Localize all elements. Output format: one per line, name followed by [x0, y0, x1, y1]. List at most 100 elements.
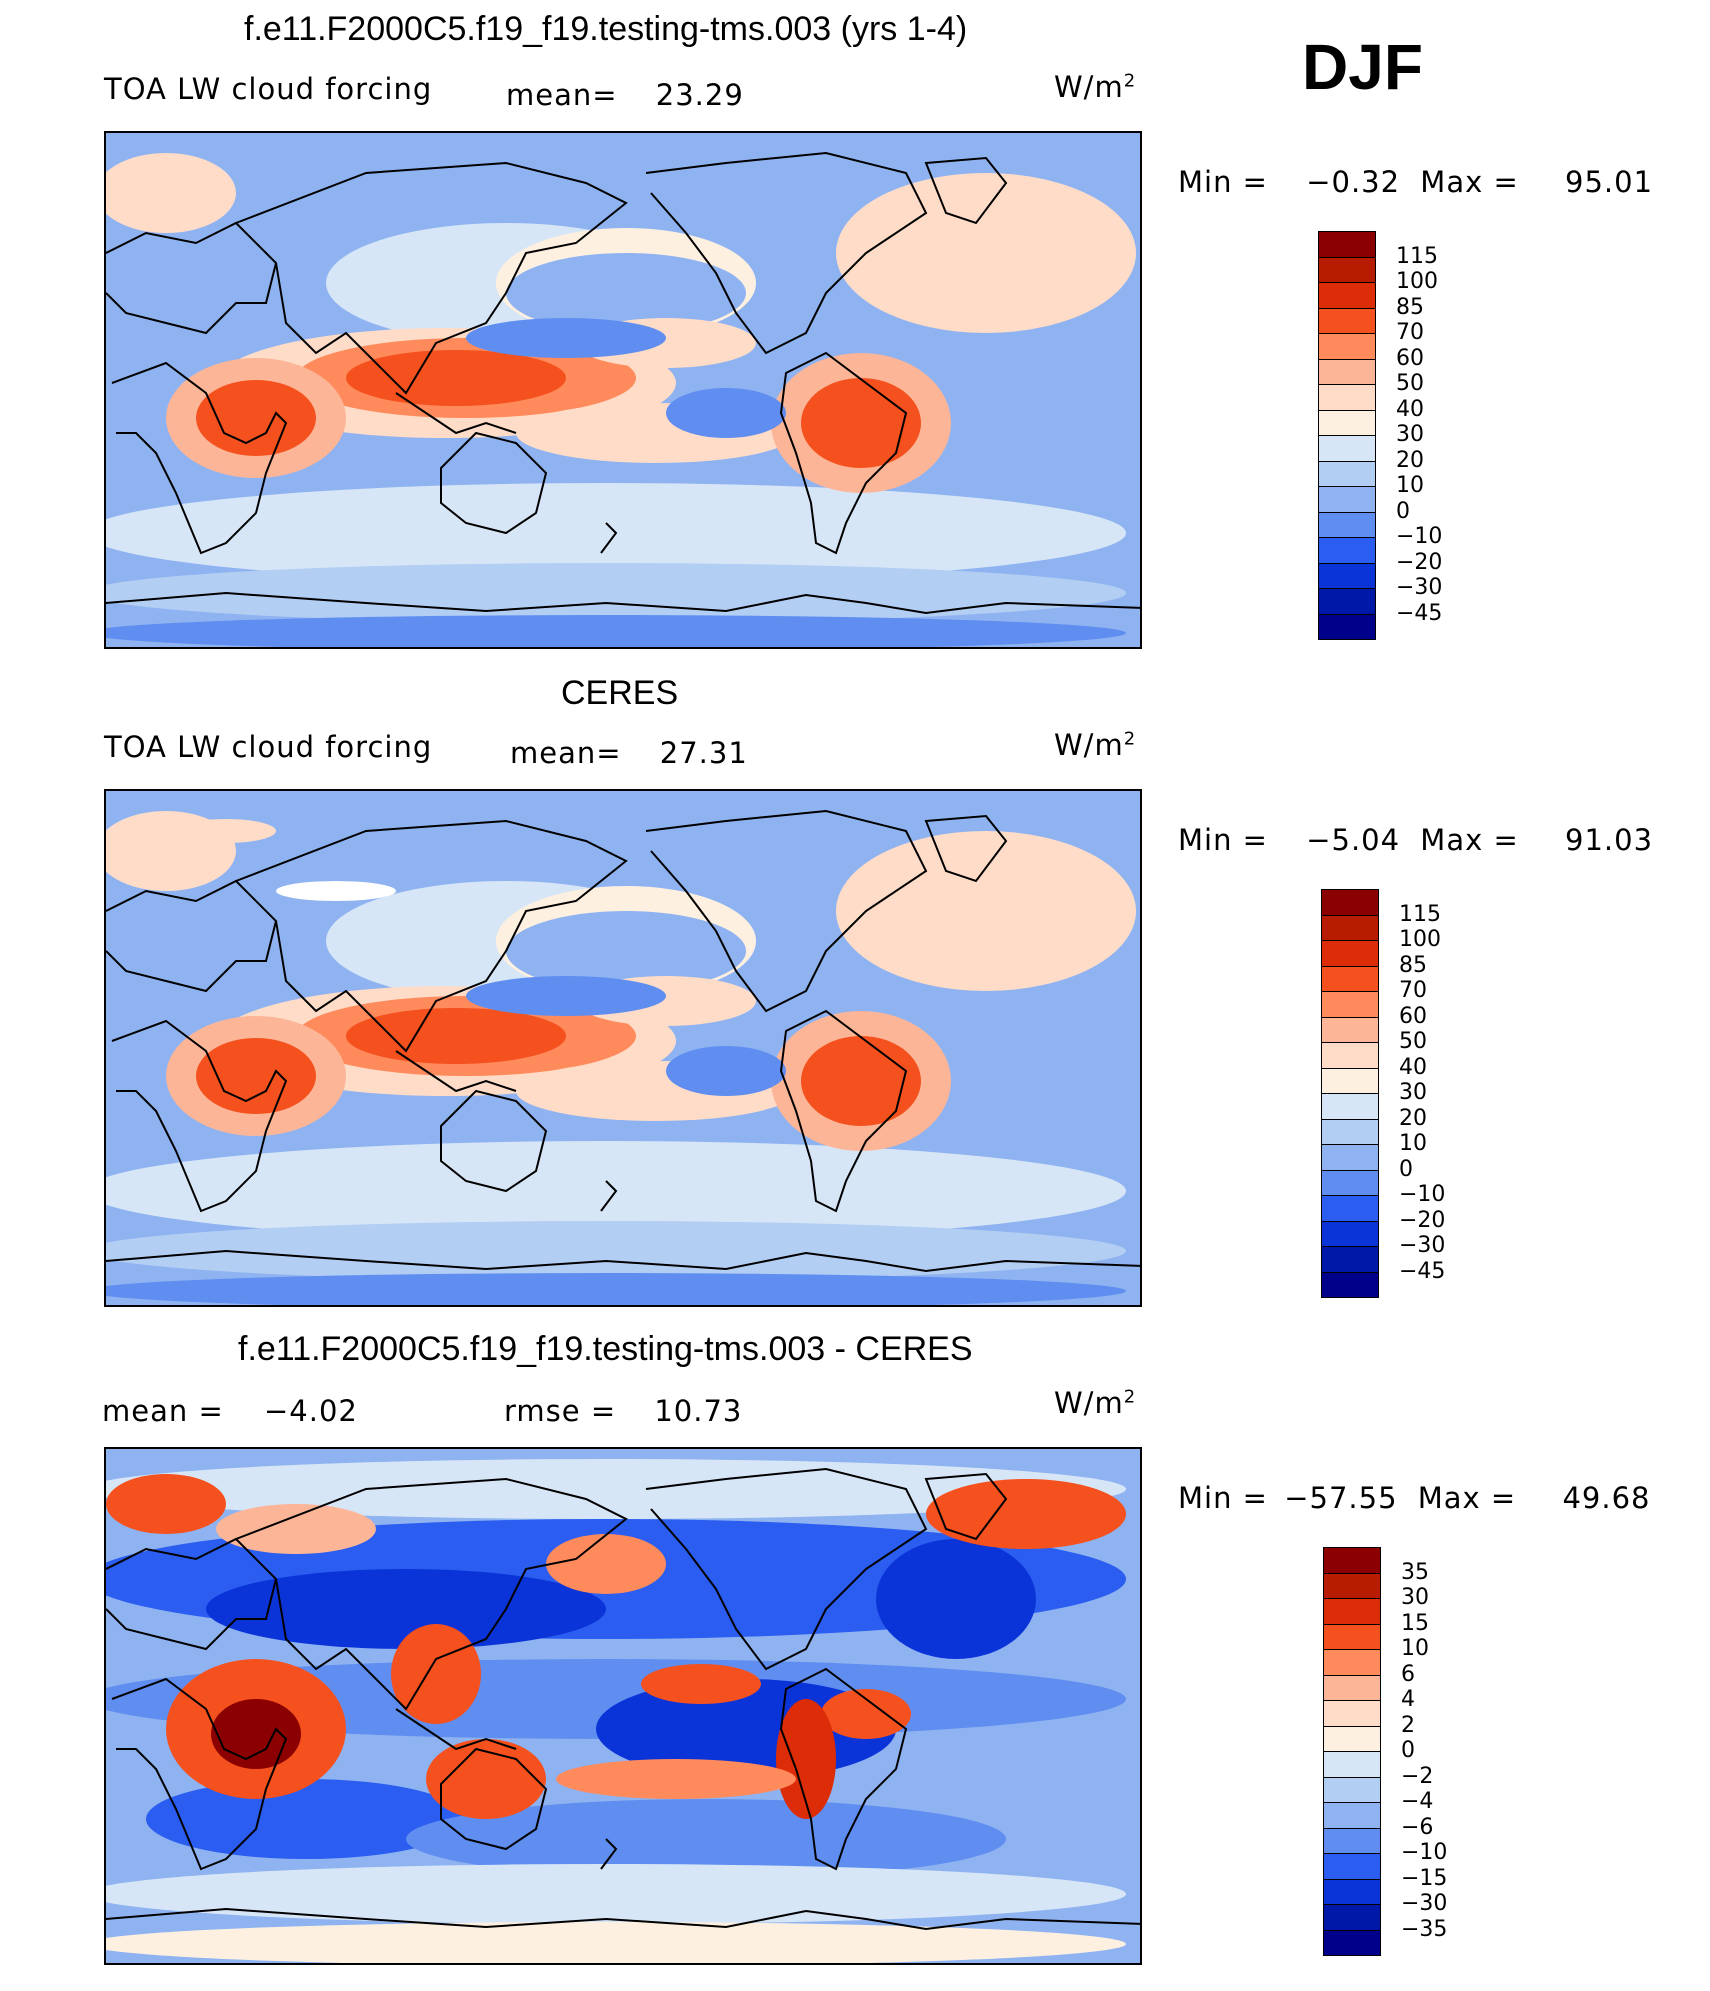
- coastline-new-zealand: [600, 1180, 618, 1212]
- units-label: W/m2: [1054, 70, 1136, 104]
- panel-mean-label: mean= 27.31: [510, 736, 748, 770]
- colorbar-swatch: [1318, 562, 1376, 589]
- mean-value: 23.29: [655, 78, 744, 112]
- contour-region: [196, 380, 316, 456]
- colorbar-tick-label: 30: [1401, 1585, 1429, 1610]
- max-label: Max =: [1420, 823, 1519, 857]
- colorbar-tick-label: 20: [1399, 1105, 1427, 1131]
- coastline-asia: [235, 819, 628, 1053]
- rmse-name: rmse =: [504, 1394, 617, 1428]
- colorbar-tick-label: 6: [1401, 1661, 1415, 1687]
- coastline-australia: [440, 1089, 548, 1193]
- colorbar-tick-label: 60: [1396, 345, 1424, 371]
- colorbar-swatch: [1318, 460, 1376, 487]
- minmax-model: Min = −0.32 Max = 95.01: [1178, 165, 1653, 199]
- mean-label: mean =: [102, 1394, 224, 1428]
- coastline-new-zealand: [600, 1838, 618, 1870]
- colorbar-swatch: [1318, 409, 1376, 436]
- contour-region: [106, 615, 1126, 647]
- coastline-greenland: [924, 814, 1008, 883]
- contour-region: [346, 350, 566, 406]
- contour-region: [106, 1221, 1126, 1281]
- units-text: W/m: [1054, 70, 1124, 104]
- colorbar-swatch: [1323, 1674, 1381, 1701]
- minmax-diff: Min = −57.55 Max = 49.68: [1178, 1481, 1650, 1515]
- colorbar-swatch: [1318, 358, 1376, 385]
- colorbar-swatch: [1321, 1118, 1379, 1145]
- coastline-north-america: [645, 809, 928, 1013]
- contour-region: [146, 1779, 466, 1859]
- colorbar-tick-label: 35: [1401, 1559, 1429, 1585]
- colorbar-swatch: [1323, 1904, 1381, 1931]
- colorbar-swatch: [1323, 1700, 1381, 1727]
- colorbar-tick-label: 10: [1399, 1131, 1427, 1156]
- colorbar-swatch: [1323, 1623, 1381, 1650]
- map-model: [104, 131, 1142, 649]
- contour-region: [106, 1864, 1126, 1924]
- contour-region: [106, 563, 1126, 623]
- contour-region: [196, 1038, 316, 1114]
- contour-region: [466, 318, 666, 358]
- coastline-north-america: [645, 1467, 928, 1671]
- contour-region: [106, 1922, 1126, 1963]
- colorbar-swatch: [1321, 1220, 1379, 1247]
- coastline-greenland: [924, 1472, 1008, 1541]
- colorbar-swatch: [1318, 486, 1376, 513]
- colorbar-tick-label: 70: [1399, 978, 1427, 1003]
- colorbar-tick-label: 0: [1399, 1156, 1413, 1182]
- colorbar-tick-label: 60: [1399, 1003, 1427, 1029]
- min-label: Min =: [1178, 165, 1268, 199]
- colorbar-swatch: [1323, 1827, 1381, 1854]
- contour-region: [666, 1046, 786, 1096]
- contour-region: [106, 1459, 1126, 1519]
- coastline-greenland: [924, 156, 1008, 225]
- colorbar-tick-label: 40: [1396, 396, 1424, 422]
- colorbar-swatch: [1318, 333, 1376, 360]
- units-text: W/m: [1054, 728, 1124, 762]
- mean-label: mean=: [510, 736, 622, 770]
- coastline-asia: [235, 161, 628, 395]
- contour-region: [641, 1664, 761, 1704]
- units-superscript: 2: [1123, 728, 1137, 750]
- colorbar-tick-label: 2: [1401, 1712, 1415, 1738]
- colorbar-tick-label: −15: [1401, 1865, 1448, 1891]
- coastline-north-america: [645, 151, 928, 355]
- colorbar-tick-label: −30: [1396, 575, 1443, 600]
- contour-region: [176, 819, 276, 843]
- colorbar-tick-label: −6: [1401, 1814, 1434, 1840]
- colorbar-tick-label: 30: [1399, 1080, 1427, 1105]
- units-label: W/m2: [1054, 1386, 1136, 1420]
- colorbar-swatch: [1321, 1144, 1379, 1171]
- colorbar-tick-label: −4: [1401, 1789, 1434, 1814]
- panel-variable-label: TOA LW cloud forcing: [104, 730, 433, 764]
- colorbar-swatch: [1318, 511, 1376, 538]
- map-obs: [104, 789, 1142, 1307]
- coastline-antarctica: [106, 591, 1140, 615]
- min-label: Min =: [1178, 823, 1268, 857]
- colorbar-tick-label: 50: [1396, 371, 1424, 396]
- panel-variable-label: TOA LW cloud forcing: [104, 72, 433, 106]
- colorbar-tick-label: 70: [1396, 320, 1424, 345]
- colorbar-swatch: [1321, 889, 1379, 916]
- panel-title-diff: f.e11.F2000C5.f19_f19.testing-tms.003 - …: [238, 1330, 973, 1368]
- colorbar-tick-label: 0: [1396, 498, 1410, 524]
- map-canvas: [106, 791, 1140, 1305]
- colorbar-swatch: [1318, 588, 1376, 615]
- colorbar-swatch: [1318, 613, 1376, 640]
- colorbar-tick-label: −10: [1396, 524, 1443, 549]
- min-label: Min =: [1178, 1481, 1268, 1515]
- contour-region: [776, 1699, 836, 1819]
- map-canvas: [106, 1449, 1140, 1963]
- coastline-indonesia: [395, 392, 517, 435]
- colorbar-swatch: [1323, 1878, 1381, 1905]
- season-label: DJF: [1302, 31, 1423, 103]
- colorbar-swatch: [1323, 1572, 1381, 1599]
- coastline-australia: [440, 431, 548, 535]
- colorbar-swatch: [1321, 1093, 1379, 1120]
- colorbar-swatch: [1323, 1547, 1381, 1574]
- units-text: W/m: [1054, 1386, 1124, 1420]
- contour-region: [346, 1008, 566, 1064]
- contour-region: [836, 173, 1136, 333]
- contour-region: [801, 378, 921, 468]
- max-value: 91.03: [1565, 823, 1654, 857]
